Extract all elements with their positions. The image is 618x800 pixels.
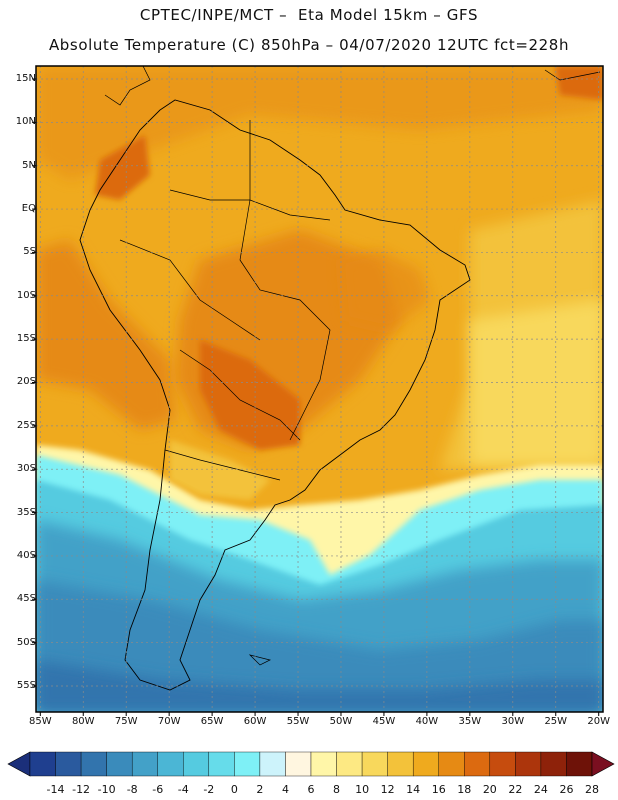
lon-label: 25W bbox=[544, 716, 568, 727]
colorbar-swatch bbox=[412, 751, 439, 777]
colorbar-swatch bbox=[361, 751, 388, 777]
colorbar-label: 14 bbox=[406, 783, 421, 796]
colorbar-swatch bbox=[208, 751, 235, 777]
colorbar-label: 6 bbox=[307, 783, 315, 796]
colorbar-swatch bbox=[234, 751, 261, 777]
lon-label: 50W bbox=[329, 716, 353, 727]
colorbar-swatch bbox=[131, 751, 158, 777]
lon-label: 55W bbox=[286, 716, 310, 727]
axis-ticks bbox=[32, 78, 600, 716]
colorbar-swatch bbox=[29, 751, 56, 777]
lon-label: 20W bbox=[587, 716, 611, 727]
lat-label: 40S bbox=[16, 549, 36, 561]
colorbar-label: -2 bbox=[203, 783, 215, 796]
coastlines bbox=[79, 66, 601, 691]
lon-label: 60W bbox=[243, 716, 267, 727]
colorbar-underflow-arrow bbox=[7, 751, 31, 777]
colorbar-swatch bbox=[387, 751, 414, 777]
colorbar-swatch bbox=[310, 751, 337, 777]
colorbar-label: 26 bbox=[559, 783, 574, 796]
colorbar-label: 20 bbox=[482, 783, 497, 796]
lat-label: 10N bbox=[15, 116, 36, 128]
lat-label: 5N bbox=[22, 159, 36, 171]
colorbar-swatch bbox=[438, 751, 465, 777]
lat-label: 50S bbox=[16, 636, 36, 648]
colorbar-label: 8 bbox=[333, 783, 341, 796]
colorbar-label: -12 bbox=[72, 783, 91, 796]
colorbar-swatch bbox=[489, 751, 516, 777]
colorbar-swatch bbox=[183, 751, 210, 777]
lat-label: 15S bbox=[16, 333, 36, 345]
colorbar-label: 12 bbox=[380, 783, 395, 796]
colorbar-label: 10 bbox=[355, 783, 370, 796]
colorbar-swatch bbox=[106, 751, 133, 777]
colorbar bbox=[7, 751, 615, 777]
colorbar-swatch bbox=[285, 751, 312, 777]
colorbar-swatch bbox=[80, 751, 107, 777]
lat-label: 35S bbox=[16, 506, 36, 518]
lon-label: 35W bbox=[458, 716, 482, 727]
colorbar-swatch bbox=[540, 751, 567, 777]
lon-label: 80W bbox=[71, 716, 95, 727]
colorbar-overflow-arrow bbox=[591, 751, 615, 777]
lat-label: 5S bbox=[23, 246, 36, 258]
colorbar-swatch bbox=[55, 751, 82, 777]
colorbar-label: 16 bbox=[431, 783, 446, 796]
lat-label: 30S bbox=[16, 463, 36, 475]
colorbar-label: 22 bbox=[508, 783, 523, 796]
lat-label: 55S bbox=[16, 679, 36, 691]
lon-label: 40W bbox=[415, 716, 439, 727]
colorbar-label: -6 bbox=[152, 783, 164, 796]
colorbar-label: 28 bbox=[585, 783, 599, 796]
colorbar-label: -14 bbox=[46, 783, 65, 796]
colorbar-swatch bbox=[515, 751, 542, 777]
lon-label: 30W bbox=[501, 716, 525, 727]
lat-label: 20S bbox=[16, 376, 36, 388]
colorbar-label: -10 bbox=[97, 783, 116, 796]
colorbar-swatch bbox=[336, 751, 363, 777]
colorbar-label: -4 bbox=[177, 783, 189, 796]
colorbar-label: -8 bbox=[126, 783, 138, 796]
lon-label: 75W bbox=[114, 716, 138, 727]
colorbar-swatch bbox=[259, 751, 286, 777]
colorbar-swatch bbox=[157, 751, 184, 777]
colorbar-swatch bbox=[464, 751, 491, 777]
lon-label: 70W bbox=[157, 716, 181, 727]
lon-label: 45W bbox=[372, 716, 396, 727]
colorbar-label: 4 bbox=[281, 783, 289, 796]
lat-label: EQ bbox=[21, 203, 36, 215]
title-line-2: Absolute Temperature (C) 850hPa – 04/07/… bbox=[48, 36, 570, 54]
map-frame bbox=[35, 65, 604, 713]
lat-label: 25S bbox=[16, 419, 36, 431]
lat-label: 10S bbox=[16, 289, 36, 301]
colorbar-label: 2 bbox=[256, 783, 264, 796]
lat-label: 15N bbox=[15, 73, 36, 84]
lat-label: 45S bbox=[16, 593, 36, 605]
colorbar-label: 0 bbox=[230, 783, 238, 796]
temperature-field bbox=[36, 66, 603, 712]
lon-label: 85W bbox=[28, 716, 52, 727]
colorbar-label: 18 bbox=[457, 783, 472, 796]
lon-label: 65W bbox=[200, 716, 224, 727]
title-line-1: CPTEC/INPE/MCT – Eta Model 15km – GFS bbox=[139, 6, 479, 24]
colorbar-label: 24 bbox=[533, 783, 548, 796]
colorbar-swatch bbox=[566, 751, 593, 777]
